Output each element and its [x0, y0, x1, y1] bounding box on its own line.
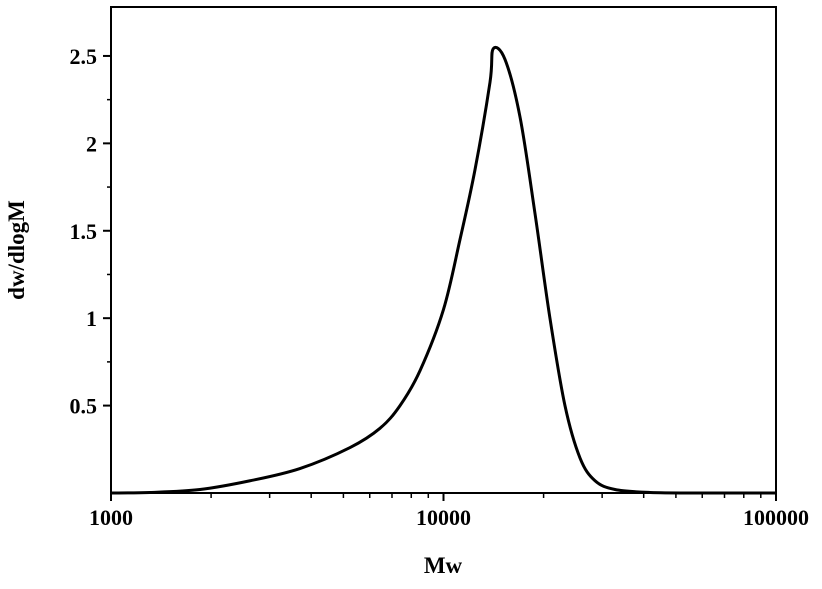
data-line	[110, 45, 776, 495]
y-tick-label: 0.5	[70, 394, 98, 419]
y-tick-label: 1.5	[70, 219, 98, 244]
x-tick-label: 10000	[416, 505, 471, 530]
plot-frame	[110, 6, 777, 494]
y-tick-label: 2	[86, 131, 97, 156]
y-tick-label: 1	[86, 306, 97, 331]
y-axis-label: dw/dlogM	[4, 200, 29, 300]
x-tick-label: 1000	[89, 505, 133, 530]
y-tick-label: 2.5	[70, 44, 98, 69]
x-axis-label: Mw	[424, 553, 463, 578]
x-tick-label: 100000	[743, 505, 809, 530]
